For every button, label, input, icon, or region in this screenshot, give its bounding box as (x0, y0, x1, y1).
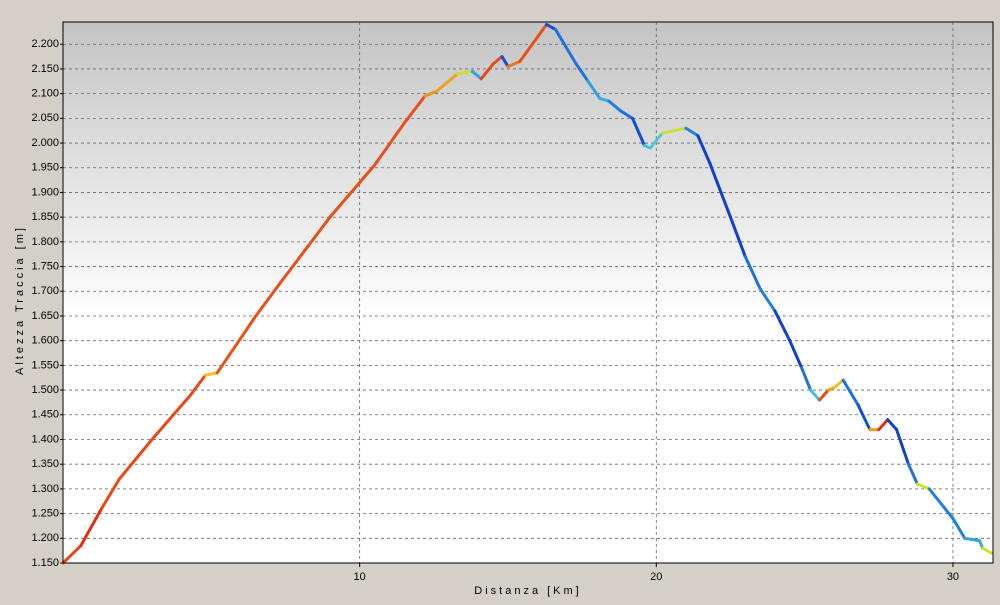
profile-segment (906, 462, 919, 486)
profile-segment (506, 60, 522, 68)
profile-segment (841, 378, 860, 407)
y-tick-label: 2.100 (31, 88, 59, 100)
profile-segment (435, 72, 460, 93)
profile-segment (708, 161, 732, 219)
plot-area (63, 22, 993, 563)
y-tick-label: 1.850 (31, 211, 59, 223)
profile-segment (423, 89, 439, 98)
y-tick-label: 1.800 (31, 236, 59, 248)
y-tick-label: 2.000 (31, 137, 59, 149)
profile-segment (189, 373, 207, 397)
plot-border (62, 21, 994, 564)
y-axis-label: Altezza Traccia [m] (14, 225, 26, 375)
y-tick-label: 1.500 (31, 384, 59, 396)
profile-segment (479, 62, 495, 81)
y-tick-label: 2.200 (31, 38, 59, 50)
profile-segment (915, 482, 931, 491)
profile-segment (491, 55, 504, 66)
profile-segment (117, 437, 154, 481)
profile-segment (574, 62, 590, 83)
profile-segment (951, 517, 967, 540)
y-tick-label: 1.200 (31, 532, 59, 544)
profile-segment (456, 69, 474, 76)
y-tick-label: 1.900 (31, 186, 59, 198)
y-tick-label: 1.250 (31, 507, 59, 519)
profile-segment (684, 126, 700, 138)
profile-segment (254, 282, 282, 318)
profile-segment (981, 546, 994, 555)
y-tick-label: 1.550 (31, 359, 59, 371)
x-tick-label: 20 (650, 571, 662, 583)
profile-segment (788, 339, 804, 370)
profile-segment (963, 536, 982, 543)
x-tick-label: 10 (354, 571, 366, 583)
profile-segment (215, 314, 258, 375)
profile-segment (773, 309, 792, 343)
profile-segment (939, 502, 955, 521)
x-axis-label: Distanza [Km] (474, 585, 581, 597)
profile-segment (470, 69, 483, 81)
y-tick-label: 1.300 (31, 483, 59, 495)
profile-segment (631, 116, 646, 148)
profile-segment (545, 22, 557, 31)
profile-segment (800, 366, 813, 392)
profile-segment (743, 255, 762, 291)
profile-segment (278, 215, 332, 286)
y-tick-label: 1.150 (31, 557, 59, 569)
y-tick-label: 1.600 (31, 335, 59, 347)
profile-segment (877, 418, 890, 432)
profile-segment (648, 131, 664, 150)
profile-segment (372, 121, 406, 167)
y-tick-label: 1.700 (31, 285, 59, 297)
profile-segment (856, 403, 872, 432)
profile-segment (607, 99, 623, 113)
profile-segment (553, 27, 578, 66)
profile-segment (79, 507, 104, 548)
y-tick-label: 1.350 (31, 458, 59, 470)
profile-segment (518, 35, 540, 64)
y-tick-label: 1.450 (31, 409, 59, 421)
profile-segment (500, 55, 510, 68)
profile-segment (203, 371, 219, 377)
y-tick-label: 2.150 (31, 63, 59, 75)
y-tick-label: 1.400 (31, 433, 59, 445)
profile-segment (895, 428, 910, 466)
profile-segment (402, 94, 427, 125)
profile-segment (696, 134, 712, 165)
profile-segment (832, 378, 845, 390)
profile-segment (817, 388, 830, 402)
y-tick-label: 1.750 (31, 260, 59, 272)
profile-segment (150, 393, 193, 441)
profile-segment (927, 487, 943, 506)
profile-segment (728, 215, 747, 259)
profile-segment (328, 163, 376, 219)
profile-segment (536, 22, 549, 39)
profile-segment (886, 418, 899, 432)
profile-segment (809, 388, 821, 402)
profile-segment (598, 97, 611, 103)
y-tick-label: 1.950 (31, 162, 59, 174)
profile-segment (586, 79, 602, 101)
profile-segment (61, 544, 83, 565)
y-tick-label: 1.650 (31, 310, 59, 322)
profile-segment (758, 287, 777, 313)
x-tick-label: 30 (947, 571, 959, 583)
profile-segment (660, 126, 688, 135)
profile-segment (619, 109, 635, 120)
y-tick-label: 2.050 (31, 112, 59, 124)
profile-segment (100, 477, 121, 511)
